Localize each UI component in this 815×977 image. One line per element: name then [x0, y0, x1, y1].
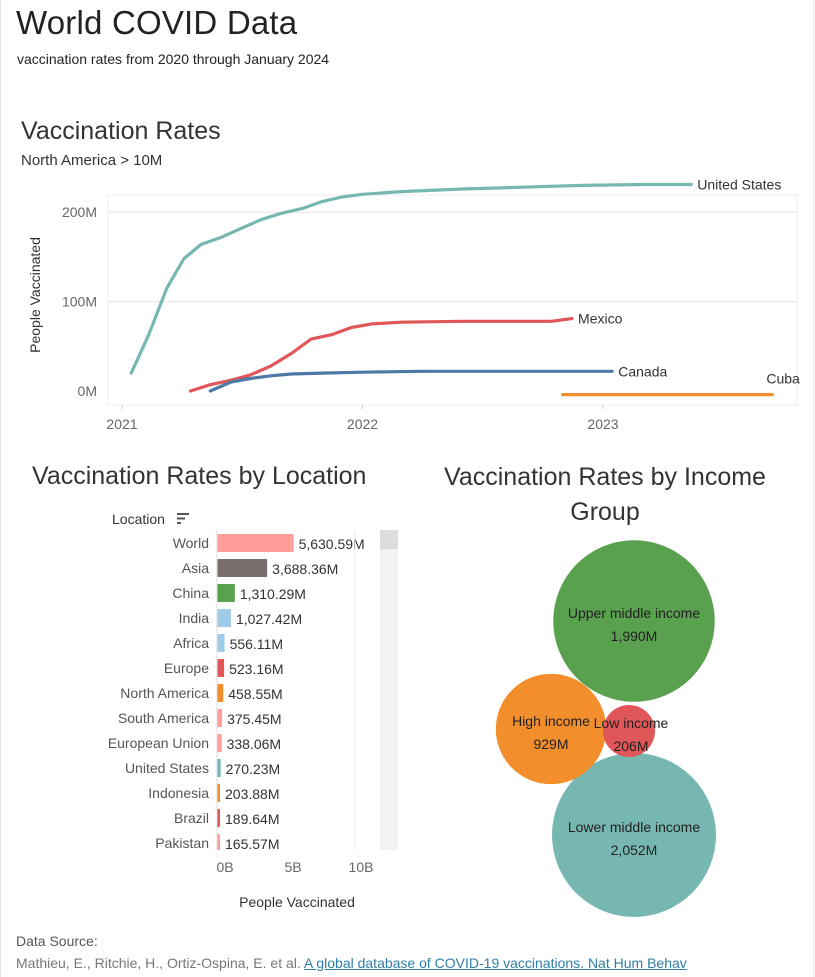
bar-chart-scrollbar-thumb[interactable]: [380, 530, 398, 549]
bar-category-label: North America: [120, 685, 209, 701]
bubble-chart-title-line1: Vaccination Rates by Income: [444, 463, 766, 491]
data-source-label: Data Source:: [16, 933, 98, 949]
bubble-name-label: Low income: [594, 715, 669, 731]
series-line-mexico: [188, 317, 574, 393]
series-label-cuba: Cuba: [766, 371, 800, 387]
series-label-united-states: United States: [697, 176, 781, 192]
bar-value-label: 375.45M: [227, 711, 281, 727]
bar-chart-scrollbar[interactable]: [380, 530, 398, 850]
bar-category-label: European Union: [108, 735, 209, 751]
bar-value-label: 3,688.36M: [272, 561, 338, 577]
line-chart-y-tick-label: 0M: [78, 383, 97, 399]
bar-value-label: 203.88M: [225, 786, 279, 802]
bar-value-label: 5,630.59M: [299, 536, 365, 552]
bar-european-union: [217, 734, 222, 752]
line-chart-y-axis-title: People Vaccinated: [27, 237, 43, 353]
bar-value-label: 338.06M: [227, 736, 281, 752]
line-chart-x-tick-label: 2021: [106, 416, 137, 432]
line-chart-y-tick-label: 200M: [62, 204, 97, 220]
bar-chart-x-axis-title: People Vaccinated: [239, 894, 355, 910]
bar-chart-rows: World 5,630.59M Asia 3,688.36M China 1,310.29…: [108, 534, 365, 852]
bubble-chart[interactable]: Upper middle income 1,990M Lower middle in…: [415, 525, 815, 925]
bar-chart-y-axis-title: Location: [112, 511, 165, 527]
bubble-value-label: 929M: [533, 736, 568, 752]
line-chart-y-tick-label: 100M: [62, 294, 97, 310]
series-label-mexico: Mexico: [578, 311, 623, 327]
bubble-name-label: Lower middle income: [568, 819, 700, 835]
bubble-name-label: High income: [512, 713, 590, 729]
sort-icon-bar: [177, 513, 189, 515]
sort-icon-bar: [177, 522, 181, 524]
bar-world: [217, 534, 294, 552]
data-source-link[interactable]: A global database of COVID-19 vaccinatio…: [303, 955, 687, 971]
bar-category-label: Pakistan: [155, 835, 209, 851]
bar-category-label: Indonesia: [148, 785, 209, 801]
bubble-low-income[interactable]: [603, 705, 655, 757]
bar-south-america: [217, 709, 223, 727]
bar-value-label: 458.55M: [228, 686, 282, 702]
bar-indonesia: [217, 784, 220, 802]
line-chart-x-tick-label: 2023: [587, 416, 618, 432]
bar-europe: [217, 659, 225, 677]
bubble-value-label: 1,990M: [611, 628, 658, 644]
bubble-upper-middle-income[interactable]: [553, 540, 715, 702]
bar-value-label: 523.16M: [229, 661, 283, 677]
bar-category-label: Asia: [182, 560, 209, 576]
series-line-united-states: [129, 182, 693, 375]
bubble-chart-title-line2: Group: [570, 498, 640, 526]
bar-category-label: Brazil: [174, 810, 209, 826]
bar-value-label: 270.23M: [226, 761, 280, 777]
bar-value-label: 1,310.29M: [240, 586, 306, 602]
line-chart-subtitle: North America > 10M: [21, 152, 163, 169]
bar-category-label: Europe: [164, 660, 209, 676]
bar-china: [217, 584, 235, 602]
left-border: [0, 0, 1, 977]
bar-chart-x-tick-label: 5B: [284, 859, 301, 875]
bar-category-label: World: [173, 535, 209, 551]
bar-asia: [217, 559, 268, 577]
series-label-canada: Canada: [618, 363, 667, 379]
sort-icon-bar: [177, 517, 185, 520]
line-chart[interactable]: 0M 100M 200M 2021 2022 2023 People Vaccinated U…: [0, 175, 815, 455]
line-chart-x-tick-label: 2022: [347, 416, 378, 432]
bar-africa: [217, 634, 225, 652]
bar-india: [217, 609, 231, 627]
bar-north-america: [217, 684, 224, 702]
bar-chart[interactable]: Location World 5,630.59M Asia 3,688.36M China…: [0, 500, 410, 920]
series-line-canada: [208, 369, 614, 393]
bar-value-label: 189.64M: [225, 811, 279, 827]
bar-value-label: 556.11M: [230, 636, 283, 652]
data-source-authors: Mathieu, E., Ritchie, H., Ortiz-Ospina, …: [16, 955, 301, 971]
bar-category-label: India: [179, 610, 210, 626]
line-chart-title: Vaccination Rates: [21, 117, 221, 145]
bar-pakistan: [217, 834, 220, 850]
bubble-value-label: 206M: [613, 738, 648, 754]
page-title: World COVID Data: [16, 4, 298, 41]
data-source-citation: Mathieu, E., Ritchie, H., Ortiz-Ospina, …: [16, 955, 687, 971]
bar-united-states: [217, 759, 221, 777]
bubble-value-label: 2,052M: [611, 842, 658, 858]
bar-chart-title: Vaccination Rates by Location: [32, 462, 367, 490]
bar-category-label: Africa: [173, 635, 209, 651]
bubble-chart-title: Vaccination Rates by Income Group: [420, 460, 790, 530]
sort-icon[interactable]: [177, 513, 189, 524]
bar-value-label: 165.57M: [225, 836, 279, 852]
bar-chart-x-tick-label: 10B: [349, 859, 374, 875]
bar-category-label: United States: [125, 760, 209, 776]
right-border: [813, 0, 814, 977]
bar-chart-x-tick-label: 0B: [216, 859, 233, 875]
bubble-lower-middle-income[interactable]: [552, 753, 716, 917]
bubble-name-label: Upper middle income: [568, 605, 700, 621]
bar-value-label: 1,027.42M: [236, 611, 302, 627]
bar-category-label: South America: [118, 710, 209, 726]
bubble-high-income[interactable]: [495, 673, 607, 785]
bar-category-label: China: [172, 585, 209, 601]
bar-brazil: [217, 809, 220, 827]
page-subtitle: vaccination rates from 2020 through Janu…: [17, 51, 330, 67]
